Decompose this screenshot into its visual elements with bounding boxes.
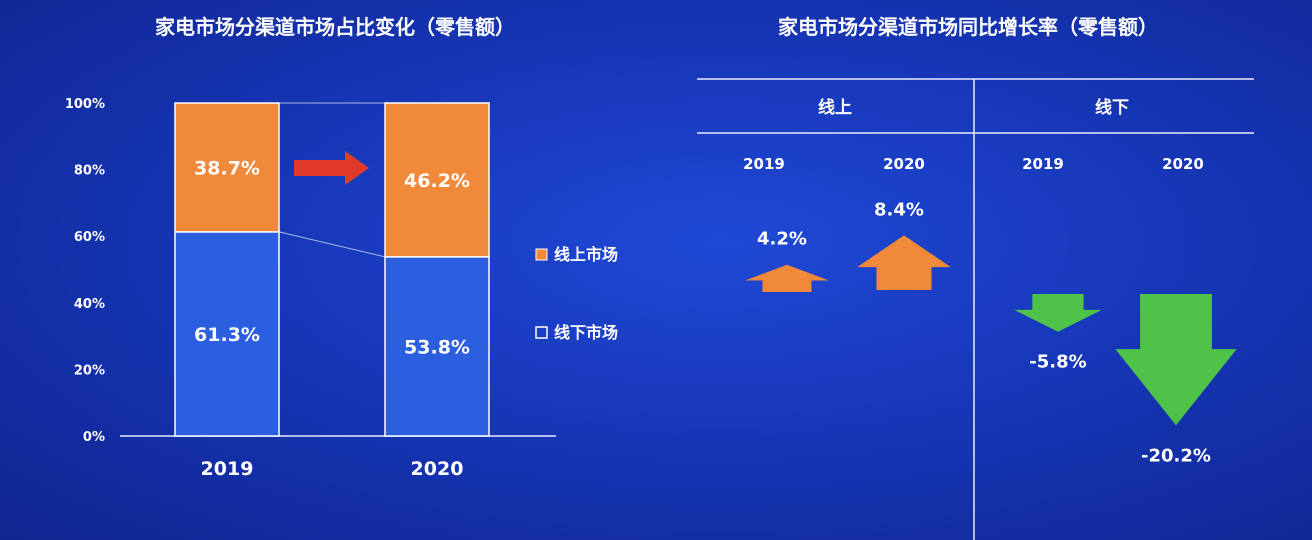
legend-label-offline: 线下市场 — [554, 323, 618, 342]
left-chart-title: 家电市场分渠道市场占比变化（零售额） — [155, 15, 515, 39]
year-offline-2020: 2020 — [1162, 155, 1204, 173]
left-x-axis: 2019 2020 — [201, 458, 464, 480]
left-y-axis: 0% 20% 40% 60% 80% 100% — [65, 97, 105, 445]
right-chart-title: 家电市场分渠道市场同比增长率（零售额） — [778, 15, 1158, 39]
year-online-2020: 2020 — [883, 155, 925, 173]
bar-value-label: 38.7% — [194, 157, 260, 179]
bar-value-label: 46.2% — [404, 170, 470, 192]
bar-online-2019 — [174, 102, 280, 233]
legend-label-online: 线上市场 — [554, 245, 618, 264]
y-tick-label: 80% — [74, 164, 105, 179]
bar-offline-2020 — [384, 256, 490, 437]
connector-line-mid — [278, 231, 386, 258]
y-tick-label: 20% — [74, 363, 105, 378]
year-offline-2019: 2019 — [1022, 155, 1064, 173]
year-online-2019: 2019 — [743, 155, 785, 173]
x-category-label: 2019 — [201, 458, 254, 480]
y-tick-label: 60% — [74, 230, 105, 245]
legend-swatch-online — [535, 248, 548, 261]
bar-online-2020 — [384, 102, 490, 258]
legend-swatch-offline — [535, 326, 548, 339]
y-tick-label: 0% — [83, 430, 105, 445]
growth-value-label: 8.4% — [874, 199, 924, 220]
legend: 线上市场 线下市场 — [535, 245, 618, 342]
growth-value-label: 4.2% — [757, 229, 807, 250]
growth-value-label: -20.2% — [1141, 445, 1211, 466]
growth-value-label: -5.8% — [1029, 352, 1086, 373]
growth-arrows: 4.2% 8.4% -5.8% -20.2% — [745, 199, 1237, 466]
down-growth-arrow-2019 — [1014, 294, 1102, 332]
bar-value-label: 53.8% — [404, 336, 470, 358]
increase-arrow-icon — [294, 151, 369, 185]
x-category-label: 2020 — [411, 458, 464, 480]
y-tick-label: 100% — [65, 97, 105, 112]
bar-offline-2019 — [174, 231, 280, 437]
down-growth-arrow-2020 — [1115, 294, 1237, 426]
group-header-offline: 线下 — [1095, 97, 1129, 118]
left-bars: 61.3% 38.7% 53.8% 46.2% — [174, 102, 490, 437]
group-header-online: 线上 — [818, 97, 852, 118]
y-tick-label: 40% — [74, 297, 105, 312]
up-growth-arrow-2020 — [857, 235, 951, 290]
bar-value-label: 61.3% — [194, 324, 260, 346]
up-growth-arrow-2019 — [745, 264, 829, 292]
